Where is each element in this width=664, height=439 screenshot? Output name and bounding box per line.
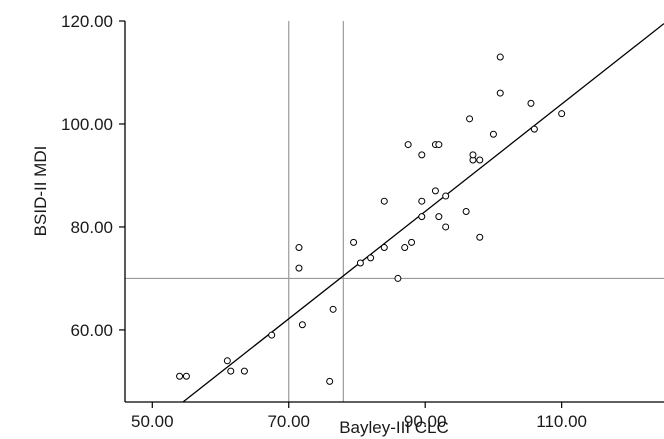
data-point-36 <box>496 53 504 61</box>
data-point-14 <box>380 244 388 252</box>
data-point-34 <box>476 233 484 241</box>
data-point-28 <box>442 192 450 200</box>
y-tick-label-1: 80.00 <box>70 218 113 237</box>
data-point-19 <box>408 238 416 246</box>
y-tick-label-0: 60.00 <box>70 321 113 340</box>
data-point-20 <box>418 151 426 159</box>
data-point-16 <box>394 274 402 282</box>
ticks: 50.00 70.00 90.00 110.00 60.00 80.00 100.00 120… <box>61 12 587 431</box>
regression-line-group <box>182 23 664 403</box>
data-point-17 <box>401 244 409 252</box>
data-point-22 <box>418 213 426 221</box>
data-point-27 <box>442 223 450 231</box>
data-point-30 <box>466 115 474 123</box>
data-point-12 <box>356 259 364 267</box>
data-point-9 <box>326 377 334 385</box>
data-point-25 <box>435 141 443 149</box>
data-point-21 <box>418 197 426 205</box>
x-tick-label-1: 70.00 <box>267 412 310 431</box>
axes <box>124 21 664 403</box>
data-point-3 <box>227 367 235 375</box>
data-point-11 <box>350 238 358 246</box>
data-point-10 <box>329 305 337 313</box>
data-point-29 <box>462 208 470 215</box>
data-point-8 <box>298 321 306 329</box>
data-point-37 <box>496 89 504 97</box>
reference-lines <box>125 21 664 402</box>
data-point-40 <box>558 110 566 118</box>
data-point-32 <box>469 151 477 159</box>
data-point-6 <box>295 264 303 272</box>
data-point-5 <box>268 331 276 339</box>
x-tick-label-3: 110.00 <box>536 412 587 431</box>
y-axis-title: BSID-II MDI <box>31 146 50 237</box>
data-point-13 <box>367 254 375 262</box>
data-point-18 <box>404 141 412 149</box>
data-points <box>176 53 566 385</box>
data-point-35 <box>489 130 497 138</box>
data-point-26 <box>435 213 443 221</box>
x-tick-label-0: 50.00 <box>131 412 174 431</box>
x-tick-label-2: 90.00 <box>404 412 447 431</box>
y-tick-label-2: 100.00 <box>61 115 113 134</box>
data-point-24 <box>431 187 439 195</box>
data-point-38 <box>527 99 535 107</box>
data-point-1 <box>182 372 190 380</box>
y-tick-label-3: 120.00 <box>61 12 113 31</box>
data-point-4 <box>240 367 248 375</box>
data-point-7 <box>295 244 303 252</box>
x-axis-title: Bayley-III CLC <box>339 418 449 437</box>
data-point-2 <box>223 357 231 365</box>
data-point-33 <box>476 156 484 164</box>
data-point-39 <box>530 125 538 133</box>
regression-line <box>182 23 664 403</box>
data-point-15 <box>380 197 388 205</box>
data-point-0 <box>176 372 184 380</box>
